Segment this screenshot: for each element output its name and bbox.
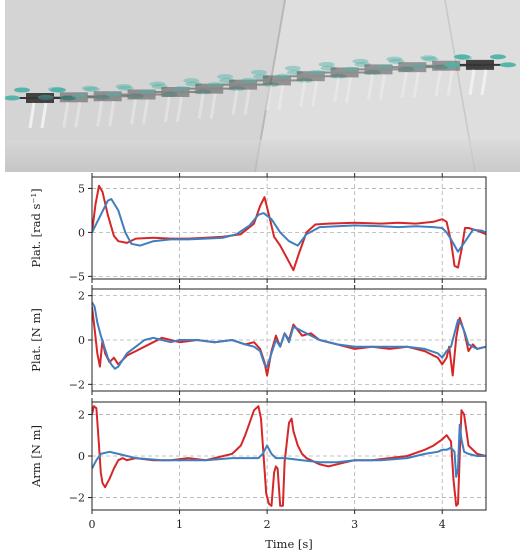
x-tick-label: 1 — [176, 518, 183, 531]
series-line-blue — [92, 423, 486, 478]
drone-silhouette — [274, 65, 347, 107]
drone-silhouette — [105, 84, 178, 125]
drone-silhouette — [376, 56, 449, 98]
y-tick-label: 0 — [78, 226, 85, 239]
drone-silhouette — [342, 58, 415, 100]
x-tick-label: 2 — [264, 518, 271, 531]
series-line-blue — [92, 301, 486, 370]
x-axis-label: Time [s] — [265, 537, 313, 551]
y-tick-label: 0 — [78, 450, 85, 463]
x-tick-label: 0 — [89, 518, 96, 531]
drone-silhouette — [5, 87, 76, 129]
y-tick-label: 2 — [78, 408, 85, 421]
y-tick-label: −5 — [69, 270, 85, 283]
drone-silhouette — [71, 85, 144, 127]
panel-arm-torque: 2 0 −2 Arm [N m] 0 1 2 3 4 Time [s] — [29, 398, 487, 551]
drone-silhouette — [240, 69, 313, 111]
drone-silhouette — [37, 86, 110, 128]
x-tick-label: 3 — [351, 518, 358, 531]
panel-platform-rate: 5 0 −5 Plat. [rad s⁻¹] — [29, 173, 487, 283]
drone-long-exposure-photo — [5, 0, 520, 172]
x-tick-label: 4 — [439, 518, 446, 531]
y-axis-label-platform-rate: Plat. [rad s⁻¹] — [29, 188, 43, 267]
drone-silhouette — [444, 54, 516, 96]
series-line-red — [92, 184, 486, 272]
y-tick-label: −2 — [69, 378, 85, 391]
axes-frame — [91, 176, 487, 280]
panel-platform-torque: 2 0 −2 Plat. [N m] — [29, 285, 487, 395]
series-line-blue — [92, 198, 486, 253]
drone-silhouette — [207, 74, 280, 115]
y-tick-label: 2 — [78, 290, 85, 303]
drone-photo-illustration — [5, 0, 520, 172]
axes-frame — [91, 288, 487, 392]
drone-silhouette — [308, 61, 381, 103]
y-tick-label: 0 — [78, 334, 85, 347]
y-axis-label-platform-torque: Plat. [N m] — [29, 308, 43, 372]
drone-silhouette — [139, 81, 212, 123]
axes-frame — [91, 401, 487, 511]
series-line-red — [92, 405, 486, 507]
y-tick-label: −2 — [69, 492, 85, 505]
y-axis-label-arm-torque: Arm [N m] — [29, 425, 43, 488]
y-tick-label: 5 — [78, 182, 85, 195]
drone-silhouette — [173, 78, 246, 119]
